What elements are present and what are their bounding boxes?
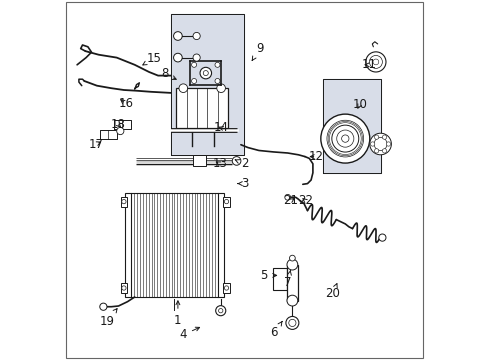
Bar: [223, 197, 229, 207]
Polygon shape: [170, 14, 244, 155]
Circle shape: [215, 306, 225, 316]
Circle shape: [331, 125, 358, 152]
Text: 4: 4: [179, 327, 199, 341]
Text: 13: 13: [212, 157, 227, 170]
Circle shape: [203, 71, 208, 76]
Circle shape: [382, 135, 386, 139]
Circle shape: [216, 84, 225, 93]
Circle shape: [289, 255, 295, 261]
Circle shape: [193, 54, 200, 61]
Circle shape: [224, 286, 228, 290]
Bar: [121, 197, 127, 207]
Circle shape: [373, 138, 386, 150]
Circle shape: [372, 59, 378, 65]
Circle shape: [193, 32, 200, 40]
Text: 8: 8: [161, 67, 176, 80]
Circle shape: [179, 84, 187, 93]
Circle shape: [286, 295, 297, 306]
Circle shape: [369, 133, 390, 155]
Text: 3: 3: [238, 177, 248, 190]
Text: 1: 1: [174, 301, 181, 327]
Bar: [272, 268, 286, 290]
Circle shape: [374, 149, 378, 153]
Polygon shape: [322, 79, 381, 173]
Circle shape: [200, 67, 211, 79]
Circle shape: [191, 78, 196, 84]
Circle shape: [191, 62, 196, 67]
Circle shape: [336, 130, 353, 147]
Circle shape: [368, 55, 382, 68]
Text: 18: 18: [110, 118, 125, 131]
Circle shape: [365, 52, 385, 72]
Circle shape: [382, 149, 386, 153]
Circle shape: [173, 32, 182, 40]
Circle shape: [374, 135, 378, 139]
Circle shape: [224, 199, 228, 204]
Text: 17: 17: [88, 138, 103, 150]
Text: 10: 10: [351, 98, 366, 111]
Bar: [193, 155, 205, 166]
Circle shape: [320, 114, 369, 163]
Bar: [286, 265, 297, 301]
Circle shape: [284, 194, 290, 200]
Text: 22: 22: [298, 194, 312, 207]
Text: 9: 9: [252, 42, 263, 60]
Text: 7: 7: [284, 270, 291, 289]
Text: 21: 21: [283, 194, 298, 207]
Circle shape: [341, 135, 348, 142]
Circle shape: [122, 286, 126, 290]
Circle shape: [386, 142, 390, 146]
Circle shape: [285, 316, 298, 329]
Text: 19: 19: [99, 309, 117, 328]
Circle shape: [378, 234, 385, 241]
Bar: [121, 283, 127, 293]
Circle shape: [218, 309, 223, 313]
Text: 12: 12: [308, 150, 324, 163]
Text: 11: 11: [361, 58, 375, 71]
Text: 14: 14: [213, 121, 228, 134]
Circle shape: [286, 259, 297, 270]
Bar: [217, 193, 224, 297]
Bar: [223, 283, 229, 293]
Circle shape: [173, 53, 182, 62]
Bar: [125, 193, 131, 297]
Text: 15: 15: [142, 52, 161, 65]
Circle shape: [117, 127, 123, 135]
Circle shape: [215, 62, 220, 67]
Circle shape: [122, 199, 126, 204]
Text: 16: 16: [118, 97, 133, 110]
Circle shape: [100, 303, 107, 310]
Text: 2: 2: [235, 157, 248, 170]
Circle shape: [232, 157, 241, 165]
Circle shape: [370, 142, 374, 146]
Circle shape: [326, 120, 363, 157]
Bar: [176, 88, 228, 128]
Text: 5: 5: [260, 269, 276, 282]
Circle shape: [215, 78, 220, 84]
Circle shape: [288, 319, 295, 327]
Text: 6: 6: [270, 321, 282, 339]
Text: 20: 20: [325, 284, 340, 300]
